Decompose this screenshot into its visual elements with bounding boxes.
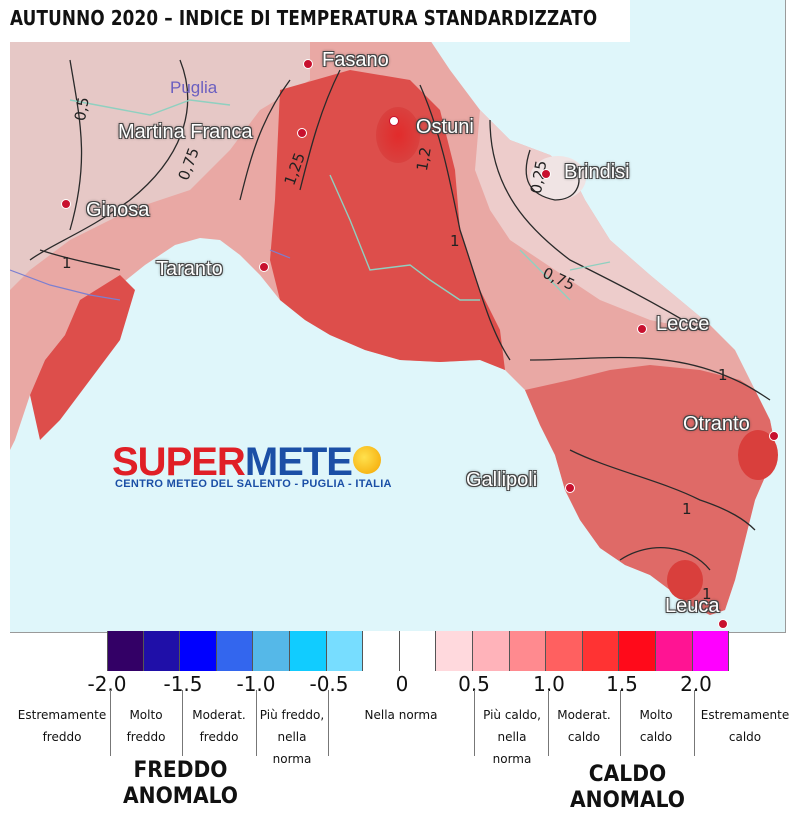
temperature-map bbox=[10, 0, 786, 633]
category-label: Molto caldo bbox=[639, 708, 673, 744]
category-separator bbox=[474, 690, 475, 756]
category-label: Nella norma bbox=[364, 708, 438, 722]
legend-swatch bbox=[582, 631, 620, 671]
zone-otranto-hot bbox=[738, 430, 778, 480]
cold-anomaly-label: FREDDO ANOMALO bbox=[122, 758, 238, 809]
legend-swatch bbox=[363, 631, 400, 671]
legend-swatch bbox=[107, 631, 144, 671]
legend-tick: -1.5 bbox=[163, 672, 203, 696]
category-label: Estremamente freddo bbox=[17, 708, 107, 744]
city-label-ostuni: Ostuni bbox=[416, 116, 474, 138]
legend-swatch bbox=[509, 631, 547, 671]
city-dot-martina-franca[interactable] bbox=[297, 128, 307, 138]
legend-swatch bbox=[180, 631, 217, 671]
category-label: Estremamente caldo bbox=[700, 708, 790, 744]
legend-swatch bbox=[692, 631, 730, 671]
category-separator bbox=[328, 690, 329, 756]
legend-swatch bbox=[399, 631, 437, 671]
legend-swatch bbox=[289, 631, 327, 671]
category-label: Più caldo, nella norma bbox=[483, 708, 541, 766]
contour-label: 1 bbox=[62, 254, 72, 272]
city-label-ginosa: Ginosa bbox=[86, 199, 150, 221]
region-label-puglia: Puglia bbox=[170, 78, 218, 97]
category-separator bbox=[548, 690, 549, 756]
title-banner: AUTUNNO 2020 – INDICE DI TEMPERATURA STA… bbox=[0, 0, 630, 42]
city-label-martina-franca: Martina Franca bbox=[118, 121, 253, 143]
category-separator bbox=[256, 690, 257, 756]
logo-meteo: METE bbox=[244, 440, 353, 484]
legend-tick: 1.0 bbox=[533, 672, 565, 696]
city-label-lecce: Lecce bbox=[656, 313, 710, 335]
city-dot-taranto[interactable] bbox=[259, 262, 269, 272]
zone-brindisi-core bbox=[530, 156, 586, 200]
zone-ostuni-hot bbox=[376, 107, 420, 163]
contour-label: 1 bbox=[702, 585, 712, 603]
city-dot-leuca[interactable] bbox=[718, 619, 728, 629]
legend-swatch bbox=[143, 631, 181, 671]
legend-colorbar bbox=[107, 631, 730, 671]
zone-warm-south bbox=[525, 365, 775, 615]
legend-swatch bbox=[546, 631, 583, 671]
legend-tick: 0 bbox=[395, 672, 409, 696]
warm-anomaly-label: CALDO ANOMALO bbox=[570, 762, 685, 813]
legend-tick: -0.5 bbox=[309, 672, 349, 696]
logo-subtitle: CENTRO METEO DEL SALENTO - PUGLIA - ITAL… bbox=[115, 478, 392, 490]
supermeteo-logo: SUPERMETE CENTRO METEO DEL SALENTO - PUG… bbox=[112, 440, 402, 496]
legend-tick: 2.0 bbox=[680, 672, 712, 696]
contour-label: 1 bbox=[450, 232, 460, 250]
city-label-gallipoli: Gallipoli bbox=[466, 469, 538, 491]
contour-label: 1 bbox=[718, 366, 728, 384]
city-dot-brindisi[interactable] bbox=[541, 169, 551, 179]
zone-leuca-hot bbox=[667, 560, 703, 600]
legend-swatch bbox=[436, 631, 473, 671]
map-canvas bbox=[10, 0, 785, 632]
category-separator bbox=[110, 690, 111, 756]
category-label: Più freddo, nella norma bbox=[259, 708, 325, 766]
city-label-taranto: Taranto bbox=[156, 258, 223, 280]
category-separator bbox=[694, 690, 695, 756]
zone-warm-west bbox=[30, 275, 135, 440]
legend-swatch bbox=[326, 631, 364, 671]
sun-icon bbox=[353, 446, 381, 474]
category-separator bbox=[182, 690, 183, 756]
province-borders bbox=[69, 99, 611, 301]
legend-tick: -2.0 bbox=[87, 672, 127, 696]
legend-swatch bbox=[472, 631, 510, 671]
category-label: Moderat. caldo bbox=[557, 708, 611, 744]
logo-wordmark: SUPERMETE bbox=[112, 440, 353, 485]
category-separator bbox=[620, 690, 621, 756]
city-label-otranto: Otranto bbox=[683, 413, 750, 435]
city-dot-lecce[interactable] bbox=[637, 324, 647, 334]
city-label-leuca: Leuca bbox=[665, 595, 720, 617]
region-borders bbox=[10, 249, 291, 301]
legend-swatch bbox=[655, 631, 693, 671]
zone-warm-central bbox=[270, 70, 505, 370]
zone-light-brindisi bbox=[475, 110, 710, 330]
category-label: Moderat. freddo bbox=[192, 708, 246, 744]
city-dot-otranto[interactable] bbox=[769, 431, 779, 441]
city-label-fasano: Fasano bbox=[322, 49, 389, 71]
city-label-brindisi: Brindisi bbox=[564, 161, 630, 183]
contour-label: 1 bbox=[682, 500, 692, 518]
legend-swatch bbox=[253, 631, 290, 671]
logo-super: SUPER bbox=[112, 440, 246, 484]
city-dot-ostuni[interactable] bbox=[389, 116, 399, 126]
city-dot-gallipoli[interactable] bbox=[565, 483, 575, 493]
legend-swatch bbox=[619, 631, 656, 671]
category-label: Molto freddo bbox=[126, 708, 166, 744]
city-dot-ginosa[interactable] bbox=[61, 199, 71, 209]
legend-swatch bbox=[216, 631, 254, 671]
city-dot-fasano[interactable] bbox=[303, 59, 313, 69]
legend-tick: 1.5 bbox=[606, 672, 638, 696]
map-title: AUTUNNO 2020 – INDICE DI TEMPERATURA STA… bbox=[10, 6, 598, 30]
